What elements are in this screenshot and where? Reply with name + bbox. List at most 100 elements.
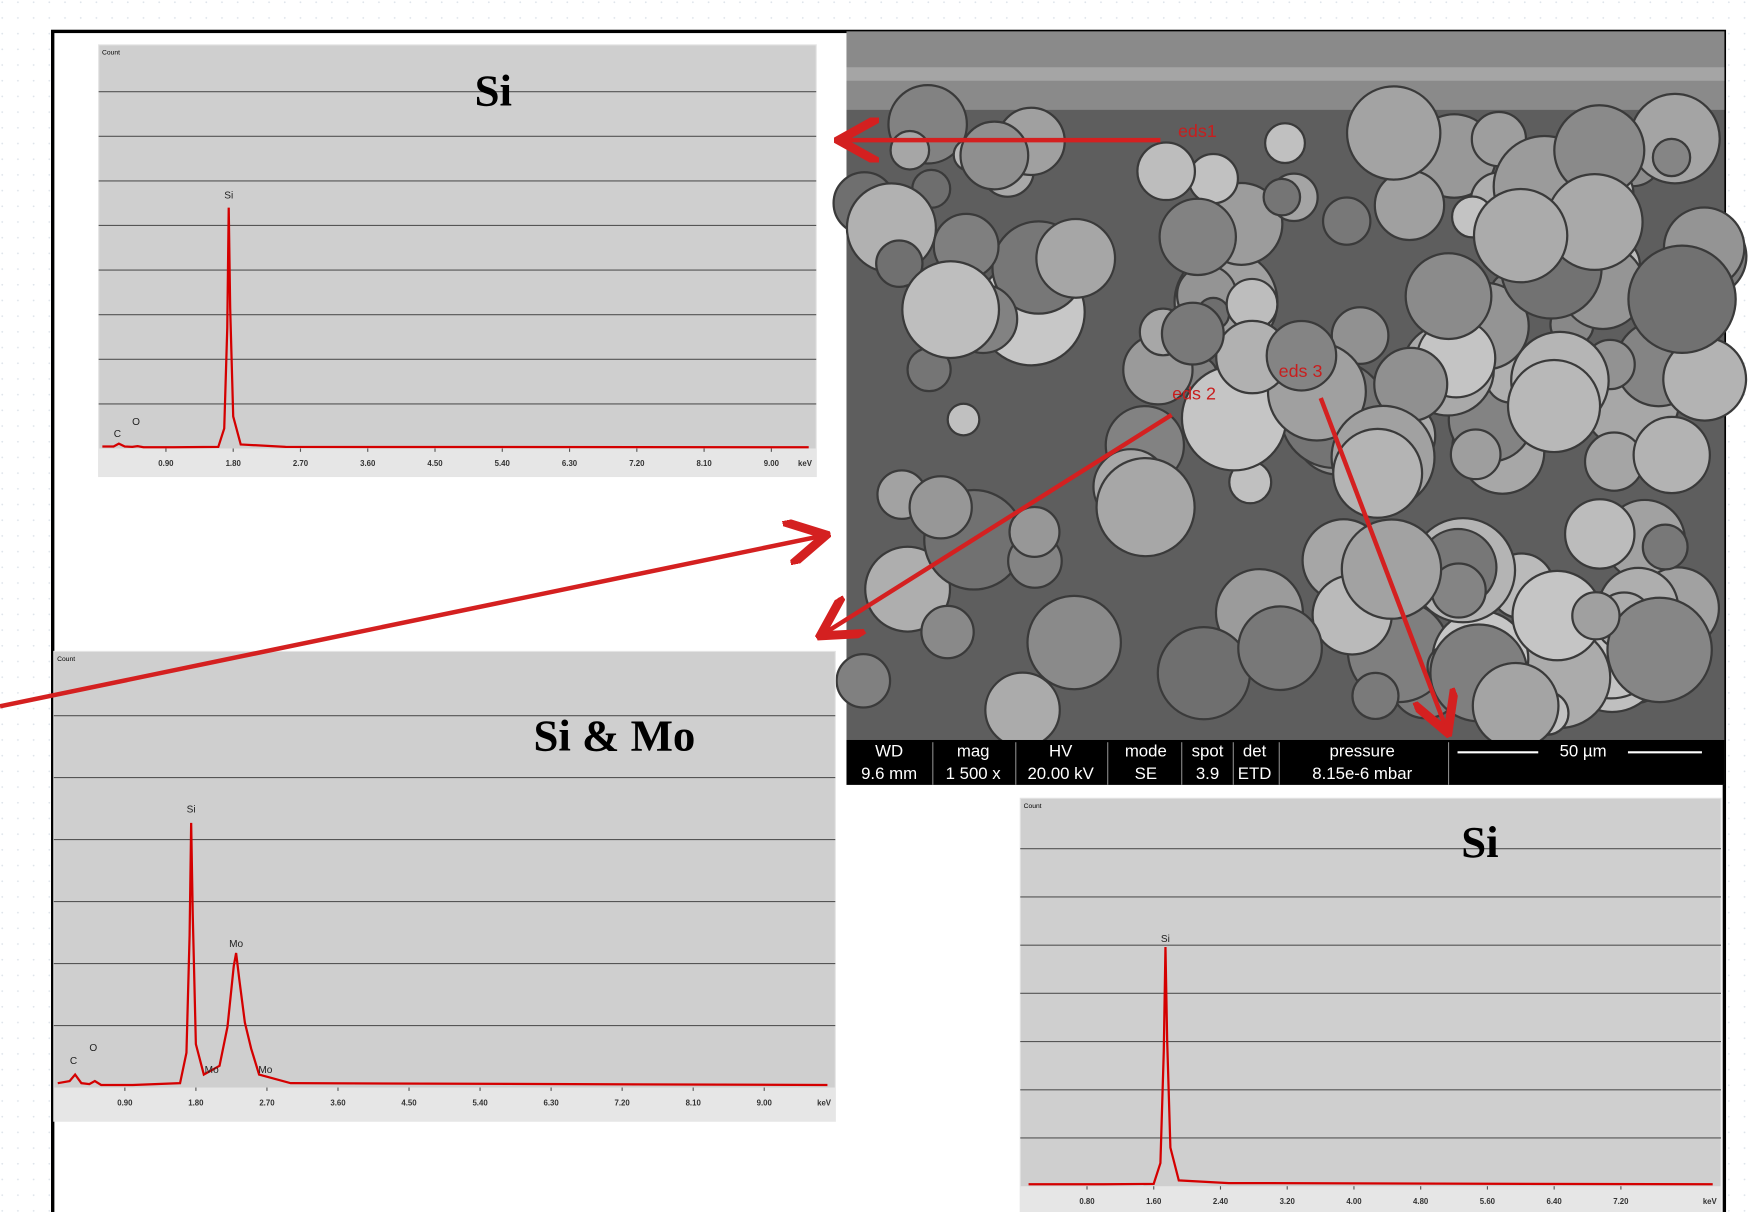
sem-particle [1027, 596, 1120, 689]
x-unit: keV [1703, 1197, 1718, 1206]
sem-particle [1451, 430, 1501, 480]
peak-label: Si [1161, 934, 1170, 945]
peak-label: O [132, 417, 140, 428]
sem-particle [961, 122, 1029, 190]
sem-particle [1097, 458, 1195, 556]
x-tick-label: 6.40 [1547, 1197, 1563, 1206]
x-tick-label: 7.20 [615, 1098, 631, 1107]
x-tick-label: 1.80 [226, 459, 242, 468]
sem-particle [1508, 360, 1600, 452]
sem-particle [1607, 598, 1711, 702]
sem-particle [1643, 525, 1688, 570]
peak-label: C [70, 1056, 77, 1067]
x-tick-label: 4.50 [427, 459, 443, 468]
sem-particle [1634, 417, 1710, 493]
x-unit: keV [798, 459, 813, 468]
peak-label: C [114, 429, 121, 440]
figure: WD9.6 mmmag1 500 xHV20.00 kVmodeSEspot3.… [0, 0, 1758, 1212]
chart-title: Si & Mo [533, 710, 695, 760]
sem-particle [1375, 171, 1444, 240]
sem-particle [1137, 143, 1195, 201]
x-tick-label: 4.00 [1346, 1197, 1362, 1206]
sem-info-header: HV [1049, 742, 1073, 761]
peak-label: Mo [205, 1065, 219, 1076]
sem-info-header: mag [957, 742, 990, 761]
chart-panel [99, 45, 817, 477]
sem-particle [1158, 627, 1250, 719]
sem-particle [1162, 303, 1224, 365]
sem-info-header: WD [875, 742, 903, 761]
sem-info-value: 3.9 [1196, 764, 1219, 783]
peak-label: Mo [258, 1065, 272, 1076]
sem-particle [910, 476, 972, 538]
axis-strip [54, 1088, 835, 1122]
sem-particle [902, 261, 999, 358]
sem-info-header: det [1243, 742, 1267, 761]
sem-particle [1628, 246, 1735, 353]
sem-particle [1406, 253, 1492, 339]
x-tick-label: 5.40 [495, 459, 511, 468]
sem-particle [948, 404, 980, 436]
x-tick-label: 7.20 [629, 459, 645, 468]
sem-info-value: 1 500 x [946, 764, 1002, 783]
sem-particle [1342, 519, 1441, 618]
sem-particle [1572, 592, 1619, 639]
sem-particle [1265, 123, 1305, 163]
peak-label: Mo [229, 939, 243, 950]
sem-info-value: 8.15e-6 mbar [1312, 764, 1412, 783]
sem-particle [1565, 499, 1634, 568]
x-tick-label: 2.70 [293, 459, 309, 468]
x-tick-label: 3.60 [360, 459, 376, 468]
x-tick-label: 9.00 [757, 1098, 773, 1107]
sem-particle [1347, 86, 1440, 179]
x-tick-label: 0.90 [158, 459, 174, 468]
sem-info-header: mode [1125, 742, 1167, 761]
sem-particle [1323, 197, 1370, 244]
x-tick-label: 4.50 [401, 1098, 417, 1107]
x-tick-label: 3.20 [1280, 1197, 1296, 1206]
sem-particle [1189, 154, 1238, 203]
sem-particle [1333, 429, 1422, 518]
x-tick-label: 7.20 [1613, 1197, 1629, 1206]
eds-label: eds 3 [1279, 361, 1323, 381]
sem-particle [921, 606, 973, 658]
chart-panel [1020, 798, 1721, 1212]
sem-particle [1264, 179, 1300, 215]
eds-label: eds1 [1178, 121, 1217, 141]
x-tick-label: 0.80 [1079, 1197, 1095, 1206]
sem-particle [1036, 219, 1115, 298]
x-tick-label: 6.30 [543, 1098, 559, 1107]
sem-info-value: ETD [1238, 764, 1272, 783]
sem-particle [1473, 663, 1559, 749]
sem-particle [1352, 673, 1398, 719]
eds-label: eds 2 [1172, 383, 1216, 403]
y-axis-label: Count [1024, 803, 1042, 810]
sem-particle [1160, 199, 1236, 275]
peak-label: Si [187, 805, 196, 816]
sem-particle [1474, 189, 1567, 282]
x-tick-label: 0.90 [117, 1098, 133, 1107]
x-tick-label: 3.60 [330, 1098, 346, 1107]
sem-info-value: 9.6 mm [861, 764, 917, 783]
chart-title: Si [1461, 817, 1498, 867]
x-tick-label: 8.10 [696, 459, 712, 468]
y-axis-label: Count [102, 49, 120, 56]
x-tick-label: 8.10 [686, 1098, 702, 1107]
x-tick-label: 6.30 [562, 459, 578, 468]
y-axis-label: Count [57, 656, 75, 663]
x-tick-label: 5.40 [472, 1098, 488, 1107]
x-tick-label: 9.00 [764, 459, 780, 468]
x-tick-label: 1.60 [1146, 1197, 1162, 1206]
x-tick-label: 2.70 [259, 1098, 275, 1107]
x-unit: keV [817, 1098, 832, 1107]
sem-info-value: SE [1135, 764, 1157, 783]
chart-panel [54, 651, 835, 1121]
sem-info-value: 20.00 kV [1027, 764, 1094, 783]
x-tick-label: 4.80 [1413, 1197, 1429, 1206]
peak-label: O [89, 1043, 97, 1054]
x-tick-label: 1.80 [188, 1098, 204, 1107]
scale-bar-label: 50 µm [1560, 742, 1607, 761]
sem-particle [985, 673, 1059, 747]
page: {"sem": {"labels": ["eds1", "eds 2", "ed… [0, 0, 1758, 1212]
x-tick-label: 5.60 [1480, 1197, 1496, 1206]
